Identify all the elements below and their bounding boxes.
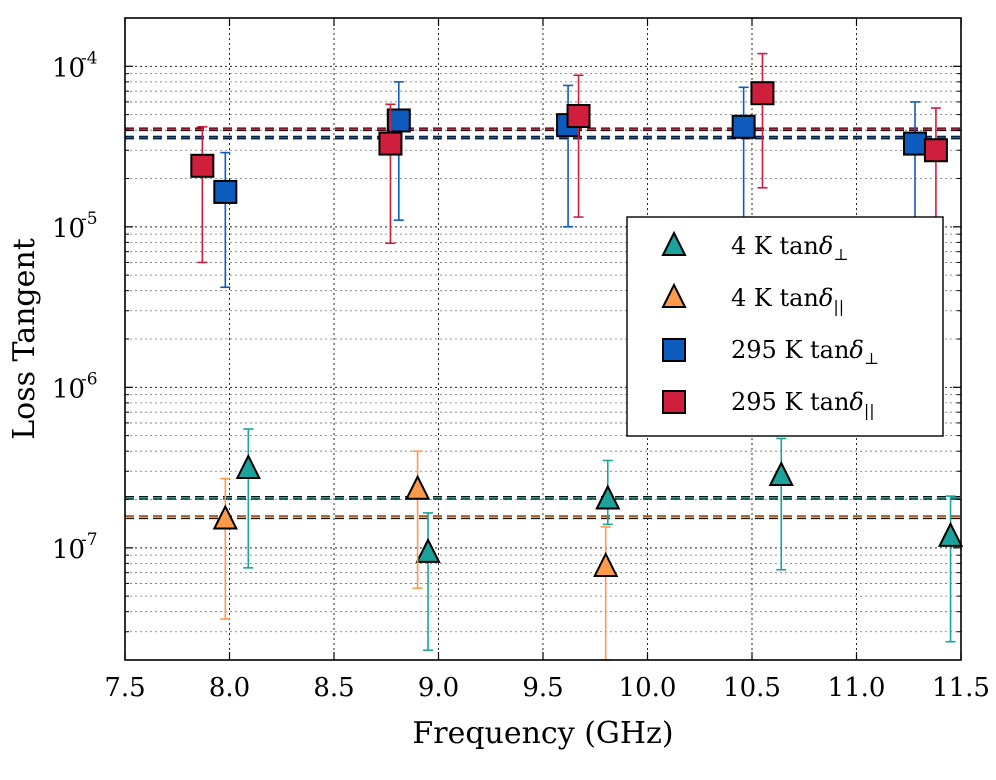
data-point-s0-p0 bbox=[235, 428, 261, 569]
legend-label-text: 295 K tan bbox=[731, 388, 849, 416]
data-point-s0-p3 bbox=[768, 437, 794, 571]
legend-label-text: 295 K tan bbox=[731, 336, 849, 364]
square-marker bbox=[213, 179, 238, 204]
legend-label-delta: δ bbox=[819, 284, 833, 312]
legend-label-2: 295 K tanδ⊥ bbox=[731, 336, 879, 368]
x-tick-label: 10.0 bbox=[619, 673, 677, 703]
square-marker bbox=[386, 108, 411, 133]
legend-label-0: 4 K tanδ⊥ bbox=[731, 232, 848, 264]
legend-label-text: 4 K tan bbox=[731, 232, 819, 260]
triangle-marker bbox=[768, 460, 794, 487]
data-point-s0-p4 bbox=[937, 495, 964, 643]
square-marker bbox=[750, 81, 775, 106]
data-point-s0-p1 bbox=[415, 512, 441, 652]
x-axis-label: Frequency (GHz) bbox=[412, 716, 673, 751]
y-tick-label-exponent: -7 bbox=[81, 530, 98, 550]
x-tick-label: 8.5 bbox=[313, 673, 354, 703]
triangle-marker bbox=[404, 474, 431, 500]
data-point-s0-p2 bbox=[595, 459, 621, 526]
data-point-s3-p0 bbox=[190, 125, 215, 264]
x-tick-label: 11.5 bbox=[932, 673, 990, 703]
y-tick-label-exponent: -5 bbox=[81, 209, 98, 229]
legend-triangle-marker bbox=[661, 230, 687, 256]
x-tick-label: 9.5 bbox=[522, 673, 563, 703]
square-marker bbox=[903, 131, 928, 156]
square-marker bbox=[190, 153, 215, 178]
x-tick-label: 11.0 bbox=[828, 673, 886, 703]
y-tick-label-base: 10 bbox=[52, 53, 85, 83]
data-point-s1-p1 bbox=[404, 450, 431, 590]
legend-square-marker bbox=[662, 390, 686, 414]
legend-triangle-marker bbox=[661, 282, 687, 308]
data-point-s2-p3 bbox=[731, 86, 756, 221]
x-tick-label: 9.0 bbox=[418, 673, 459, 703]
triangle-marker bbox=[937, 521, 964, 547]
x-tick-label: 10.5 bbox=[723, 673, 781, 703]
legend-label-3: 295 K tanδ|| bbox=[731, 388, 875, 420]
x-tick-label: 8.0 bbox=[209, 673, 250, 703]
y-tick-label-exponent: -6 bbox=[81, 369, 98, 389]
legend: 4 K tanδ⊥4 K tanδ||295 K tanδ⊥295 K tanδ… bbox=[626, 216, 944, 437]
triangle-marker bbox=[595, 484, 621, 510]
legend-label-text: 4 K tan bbox=[731, 284, 819, 312]
square-marker bbox=[731, 114, 756, 139]
data-point-s1-p0 bbox=[212, 477, 238, 620]
triangle-marker bbox=[593, 551, 619, 577]
legend-square-marker bbox=[662, 338, 686, 362]
square-marker bbox=[923, 138, 948, 163]
y-axis-label: Loss Tangent bbox=[7, 238, 42, 440]
data-point-s3-p1 bbox=[378, 103, 403, 245]
square-marker bbox=[566, 104, 591, 129]
triangle-marker bbox=[415, 537, 441, 563]
triangle-marker bbox=[235, 453, 261, 479]
legend-label-subscript: ⊥ bbox=[833, 245, 848, 264]
triangle-marker bbox=[212, 504, 238, 530]
data-point-s2-p0 bbox=[213, 151, 238, 289]
y-tick-label-base: 10 bbox=[52, 535, 85, 565]
y-tick-label-base: 10 bbox=[52, 374, 85, 404]
square-marker bbox=[378, 131, 403, 156]
legend-label-delta: δ bbox=[819, 232, 833, 260]
data-point-s3-p3 bbox=[750, 52, 775, 189]
data-marks bbox=[190, 52, 964, 661]
data-point-s3-p2 bbox=[566, 74, 591, 218]
legend-label-delta: δ bbox=[849, 388, 863, 416]
legend-label-subscript: ⊥ bbox=[864, 349, 879, 368]
y-tick-label-exponent: -4 bbox=[81, 48, 98, 68]
legend-label-subscript: || bbox=[864, 401, 875, 420]
x-tick-label: 7.5 bbox=[104, 673, 145, 703]
axis-ticks: 7.5 8.0 8.5 9.0 9.5 10.0 10.5 11.0 11.510-710-61… bbox=[52, 17, 990, 703]
legend-label-1: 4 K tanδ|| bbox=[731, 284, 844, 316]
legend-label-delta: δ bbox=[849, 336, 863, 364]
legend-label-subscript: || bbox=[833, 297, 844, 316]
y-tick-label-base: 10 bbox=[52, 214, 85, 244]
